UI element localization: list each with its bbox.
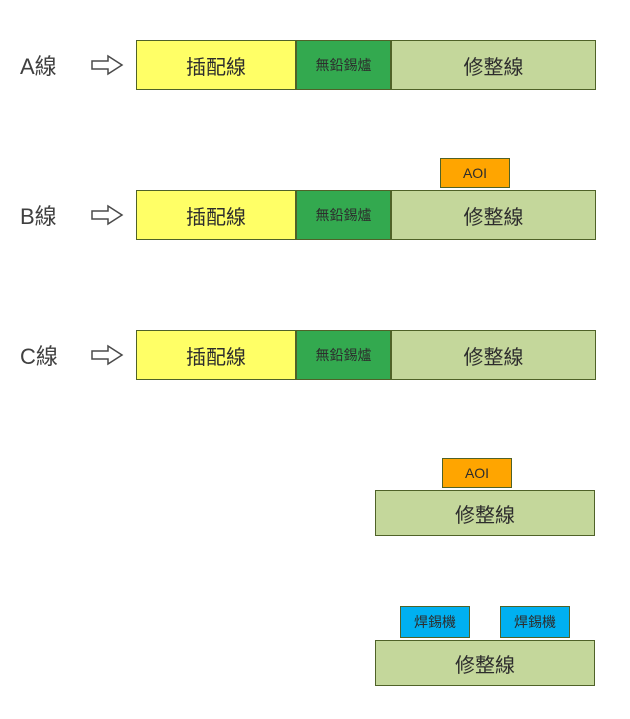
arrow-a-icon [90, 54, 124, 76]
c-insert-box: 插配線 [136, 330, 296, 380]
b-furnace-text: 無鉛錫爐 [316, 205, 372, 225]
extra1-trim-text: 修整線 [455, 499, 515, 528]
extra2-solder1-text: 焊錫機 [414, 612, 456, 632]
extra2-solder2-box: 焊錫機 [500, 606, 570, 638]
extra2-solder2-text: 焊錫機 [514, 612, 556, 632]
extra2-trim-text: 修整線 [455, 649, 515, 678]
diagram-canvas: { "colors": { "yellow": "#ffff66", "gree… [0, 0, 630, 719]
extra2-trim-box: 修整線 [375, 640, 595, 686]
a-furnace-box: 無鉛錫爐 [296, 40, 391, 90]
c-furnace-text: 無鉛錫爐 [316, 345, 372, 365]
b-trim-text: 修整線 [464, 201, 524, 230]
line-c-label: C線 [20, 330, 58, 380]
c-insert-text: 插配線 [186, 341, 246, 370]
line-c-label-text: C線 [20, 339, 58, 371]
extra1-trim-box: 修整線 [375, 490, 595, 536]
extra1-aoi-text: AOI [465, 465, 489, 481]
line-b-label-text: B線 [20, 199, 57, 231]
b-insert-text: 插配線 [186, 201, 246, 230]
a-insert-text: 插配線 [186, 51, 246, 80]
c-furnace-box: 無鉛錫爐 [296, 330, 391, 380]
a-furnace-text: 無鉛錫爐 [316, 55, 372, 75]
c-trim-text: 修整線 [464, 341, 524, 370]
a-insert-box: 插配線 [136, 40, 296, 90]
arrow-c-icon [90, 344, 124, 366]
b-insert-box: 插配線 [136, 190, 296, 240]
line-a-label-text: A線 [20, 49, 57, 81]
extra2-solder1-box: 焊錫機 [400, 606, 470, 638]
line-b-label: B線 [20, 190, 57, 240]
extra1-aoi-box: AOI [442, 458, 512, 488]
b-aoi-box: AOI [440, 158, 510, 188]
line-a-label: A線 [20, 40, 57, 90]
b-aoi-text: AOI [463, 165, 487, 181]
b-trim-box: 修整線 [391, 190, 596, 240]
a-trim-text: 修整線 [464, 51, 524, 80]
a-trim-box: 修整線 [391, 40, 596, 90]
c-trim-box: 修整線 [391, 330, 596, 380]
b-furnace-box: 無鉛錫爐 [296, 190, 391, 240]
arrow-b-icon [90, 204, 124, 226]
